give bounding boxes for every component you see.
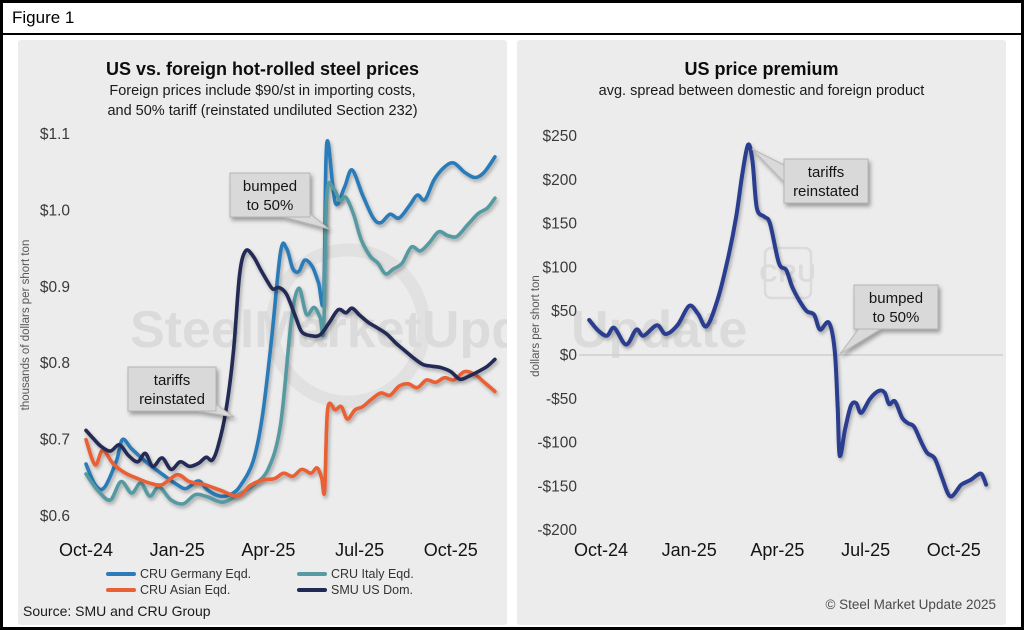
right-chart-svg: UpdateCRU$250$200$150$100$50$0-$50-$100-…	[530, 128, 1003, 560]
right-chart-titleblock: US price premium avg. spread between dom…	[517, 40, 1006, 121]
annotation-text: to 50%	[247, 197, 294, 214]
annotation-box	[229, 172, 311, 218]
legend-item-italy: CRU Italy Eqd.	[297, 566, 488, 582]
x-tick-label: Oct-25	[927, 540, 981, 560]
x-tick-label: Apr-25	[750, 540, 804, 560]
left-chart-titleblock: US vs. foreign hot-rolled steel prices F…	[18, 40, 507, 121]
annotation-box	[783, 158, 869, 204]
left-chart-subtitle-line1: Foreign prices include $90/st in importi…	[109, 83, 416, 99]
y-tick-label: -$150	[537, 478, 577, 495]
y-tick-label: $0.8	[40, 355, 70, 372]
y-tick-label: -$50	[546, 391, 577, 408]
legend-swatch-asian	[106, 588, 136, 592]
legend-swatch-italy	[297, 572, 327, 576]
legend-label-germany: CRU Germany Eqd.	[140, 567, 252, 581]
left-chart-title: US vs. foreign hot-rolled steel prices	[105, 59, 420, 79]
annotation-text: bumped	[869, 290, 923, 307]
y-tick-label: $0.9	[40, 279, 70, 296]
y-tick-label: $50	[551, 303, 577, 320]
series-line-cru-asian	[84, 369, 497, 498]
annotation-callout: bumped to 50%	[229, 172, 330, 230]
annotation-text: tariffs	[808, 164, 844, 181]
legend: CRU Germany Eqd. CRU Italy Eqd. CRU Asia…	[106, 566, 488, 598]
legend-item-germany: CRU Germany Eqd.	[106, 566, 297, 582]
x-tick-label: Jan-25	[150, 540, 205, 560]
y-tick-label: $100	[543, 259, 578, 276]
y-axis-title: thousands of dollars per short ton	[20, 240, 32, 411]
x-tick-label: Oct-24	[59, 540, 113, 560]
x-tick-label: Jan-25	[662, 540, 717, 560]
annotation-text: bumped	[243, 178, 297, 195]
legend-label-smu-us: SMU US Dom.	[331, 583, 413, 597]
x-tick-label: Oct-24	[574, 540, 628, 560]
y-tick-label: $150	[543, 216, 578, 233]
y-tick-label: $200	[543, 172, 578, 189]
y-tick-label: -$200	[537, 522, 577, 539]
legend-swatch-germany	[106, 572, 136, 576]
legend-item-smu-us: SMU US Dom.	[297, 582, 488, 598]
annotation-box	[127, 366, 217, 412]
right-chart-title: US price premium	[684, 59, 839, 79]
x-tick-label: Jul-25	[841, 540, 890, 560]
annotation-pointer	[839, 326, 886, 355]
annotation-callout: bumped to 50%	[839, 284, 939, 355]
annotation-callout: tariffs reinstated	[751, 148, 869, 204]
copyright-note: © Steel Market Update 2025	[825, 597, 996, 612]
legend-label-asian: CRU Asian Eqd.	[140, 583, 231, 597]
x-tick-label: Jul-25	[335, 540, 384, 560]
annotation-text: reinstated	[139, 391, 205, 408]
left-chart-subtitle-line2: and 50% tariff (reinstated undiluted Sec…	[107, 103, 418, 119]
source-note: Source: SMU and CRU Group	[23, 603, 211, 619]
y-tick-label: $1.1	[40, 126, 70, 143]
y-axis-title: dollars per short ton	[530, 275, 542, 377]
y-tick-label: -$100	[537, 435, 577, 452]
legend-swatch-smu-us	[297, 588, 327, 592]
annotation-callout: tariffs reinstated	[127, 366, 235, 418]
y-tick-label: $1.0	[40, 202, 71, 219]
right-chart-subtitle: avg. spread between domestic and foreign…	[598, 83, 925, 99]
series-line-us-premium	[587, 142, 989, 499]
x-tick-label: Apr-25	[241, 540, 295, 560]
figure-header: Figure 1	[3, 3, 1021, 35]
annotation-box	[853, 284, 939, 330]
right-chart-panel: US price premium avg. spread between dom…	[517, 40, 1006, 625]
series-line-smu-us-dom	[84, 248, 497, 472]
annotation-text: to 50%	[873, 309, 920, 326]
x-tick-label: Oct-25	[424, 540, 478, 560]
y-tick-label: $0.7	[40, 432, 70, 449]
annotation-text: reinstated	[793, 183, 859, 200]
annotation-text: tariffs	[154, 372, 190, 389]
charts-row: US vs. foreign hot-rolled steel prices F…	[3, 35, 1021, 625]
figure-label: Figure 1	[12, 8, 75, 27]
annotation-pointer	[751, 148, 787, 186]
y-tick-label: $250	[543, 128, 578, 145]
legend-item-asian: CRU Asian Eqd.	[106, 582, 297, 598]
y-tick-label: $0.6	[40, 508, 70, 525]
legend-label-italy: CRU Italy Eqd.	[331, 567, 414, 581]
left-chart-panel: US vs. foreign hot-rolled steel prices F…	[18, 40, 507, 625]
y-tick-label: $0	[560, 347, 578, 364]
